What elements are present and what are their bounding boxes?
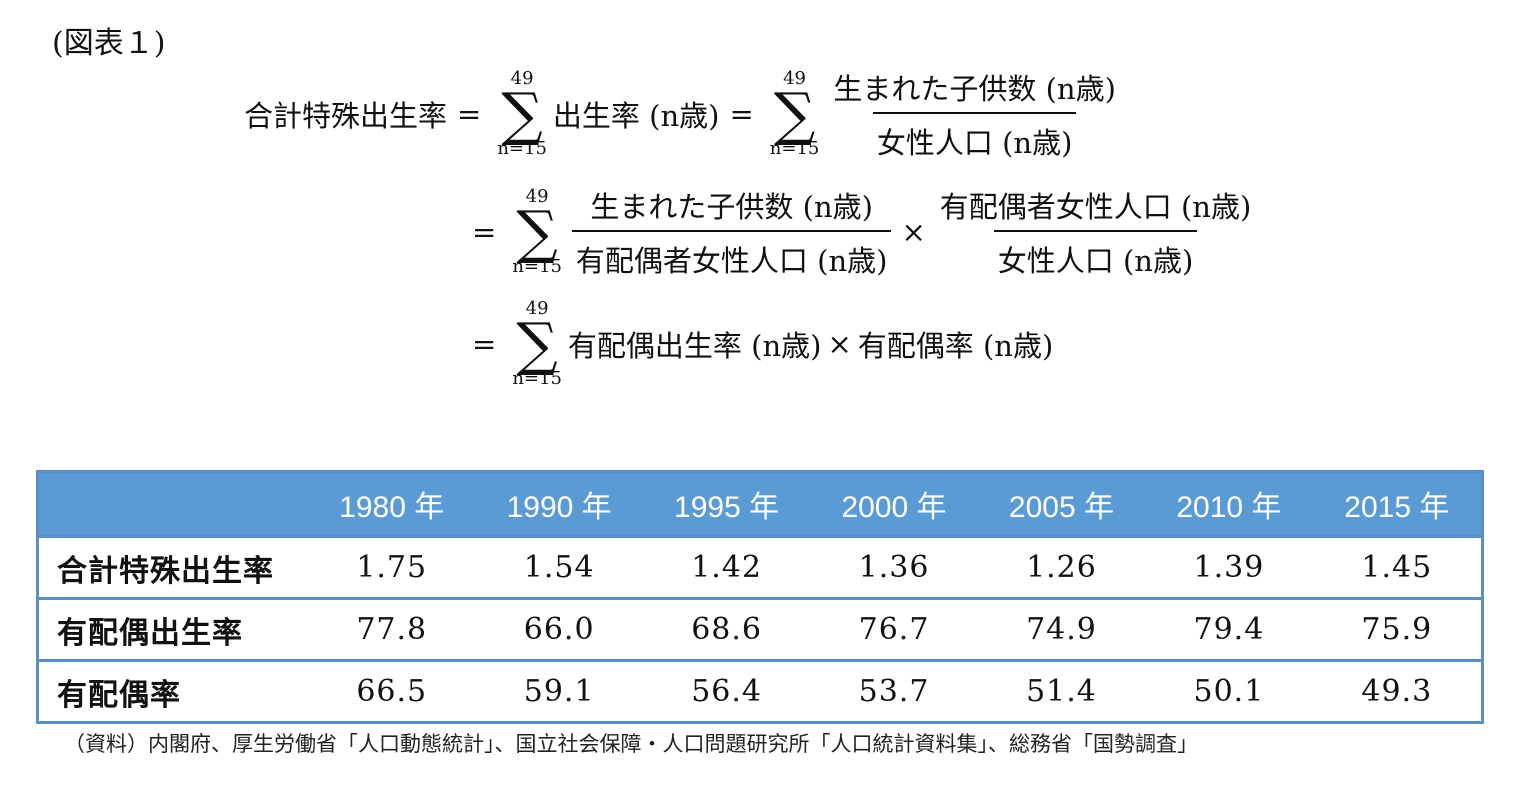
formula-line-2: = 49 ∑ n=15 生まれた子供数 (n歳) 有配偶者女性人口 (n歳) ×… [462, 184, 1259, 280]
marriage-rate-term: 有配偶率 (n歳) [857, 329, 1054, 363]
table-row: 有配偶出生率 77.8 66.0 68.6 76.7 74.9 79.4 75.… [37, 597, 1483, 661]
fraction: 生まれた子供数 (n歳) 有配偶者女性人口 (n歳) [571, 184, 892, 280]
fraction: 生まれた子供数 (n歳) 女性人口 (n歳) [833, 72, 1116, 160]
summation-sign: 49 ∑ n=15 [497, 68, 547, 159]
summation-sign: 49 ∑ n=15 [512, 186, 562, 277]
formula-line-1: 合計特殊出生率 = 49 ∑ n=15 出生率 (n歳) = 49 ∑ n=15… [244, 66, 1124, 162]
table-row: 合計特殊出生率 1.75 1.54 1.42 1.36 1.26 1.39 1.… [37, 535, 1483, 599]
summation-sign: 49 ∑ n=15 [512, 298, 562, 389]
table-header-row: 1980 年 1990 年 1995 年 2000 年 2005 年 2010 … [37, 471, 1483, 537]
fraction: 有配偶者女性人口 (n歳) 女性人口 (n歳) [939, 190, 1252, 278]
birth-rate-term: 出生率 (n歳) [552, 99, 720, 133]
fertility-table: 1980 年 1990 年 1995 年 2000 年 2005 年 2010 … [36, 470, 1484, 724]
source-note: （資料）内閣府、厚生労働省「人口動態統計」、国立社会保障・人口問題研究所「人口統… [64, 732, 1198, 756]
formula-lhs: 合計特殊出生率 [244, 99, 448, 133]
marital-fertility-term: 有配偶出生率 (n歳) [567, 329, 822, 363]
formula-line-3: = 49 ∑ n=15 有配偶出生率 (n歳) × 有配偶率 (n歳) [472, 298, 1054, 389]
figure-label: (図表１) [52, 26, 166, 61]
table-row: 有配偶率 66.5 59.1 56.4 53.7 51.4 50.1 49.3 [37, 659, 1483, 723]
summation-sign: 49 ∑ n=15 [769, 68, 820, 159]
